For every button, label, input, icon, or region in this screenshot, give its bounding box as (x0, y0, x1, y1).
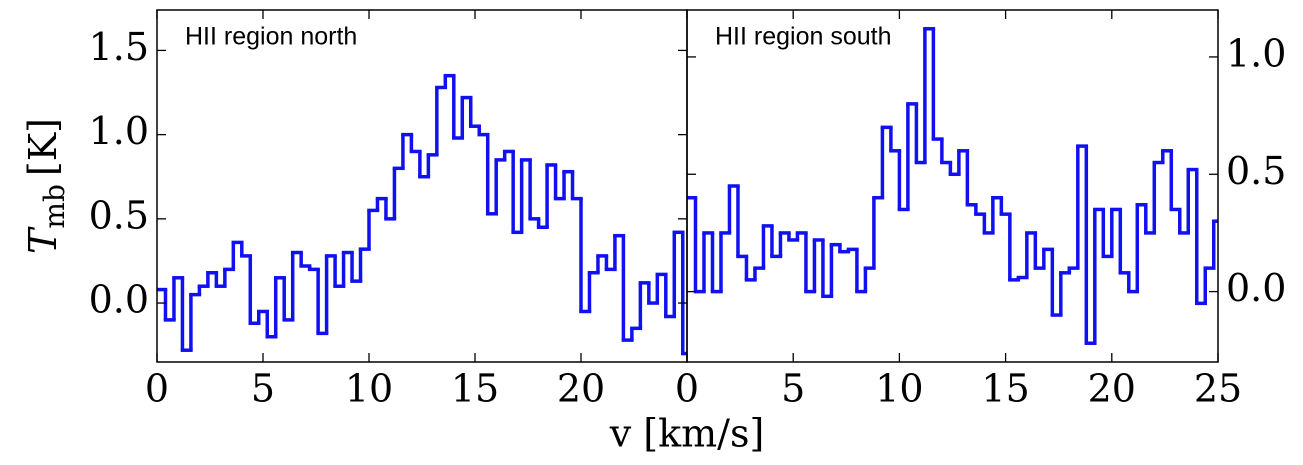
x-tick-label: 25 (1194, 367, 1242, 411)
x-tick-label: 0 (675, 367, 699, 411)
x-tick-label: 20 (557, 367, 605, 411)
plot-frame (686, 9, 1219, 363)
x-tick-label: 10 (875, 367, 923, 411)
x-axis-label: v [km/s] (609, 412, 765, 456)
step-series (157, 73, 687, 356)
x-tick-label: 0 (145, 367, 169, 411)
step-series (687, 27, 1218, 345)
y-tick-label: 1.0 (1226, 31, 1286, 75)
x-tick-label: 5 (781, 367, 805, 411)
y-axis-label-symbol: T (21, 226, 65, 254)
x-tick-label: 15 (451, 367, 499, 411)
panel: 0 5 10 15 20 0.0 0.5 1.0 1.5 HII region north v [k… (21, 9, 765, 456)
x-tick-label: 20 (1088, 367, 1136, 411)
plot-frame (156, 9, 688, 363)
panel-title: HII region north (185, 23, 357, 51)
y-tick-label: 1.0 (89, 109, 149, 153)
y-tick-label: 0.0 (89, 278, 149, 322)
y-tick-label: 0.5 (89, 193, 149, 237)
panel-title: HII region south (715, 23, 892, 51)
y-tick-label: 0.0 (1226, 266, 1286, 310)
y-tick-label: 1.5 (89, 25, 149, 69)
y-axis-label-subscript: mb (38, 184, 71, 228)
y-axis-label: Tmb [K] (21, 118, 71, 254)
x-tick-label: 10 (345, 367, 393, 411)
panel: 0 5 10 15 20 25 0.0 0.5 1.0 HII region south (675, 9, 1286, 411)
x-tick-label: 5 (251, 367, 275, 411)
x-tick-label: 15 (981, 367, 1029, 411)
y-axis-label-unit: [K] (21, 118, 65, 176)
y-tick-label: 0.5 (1226, 149, 1286, 193)
